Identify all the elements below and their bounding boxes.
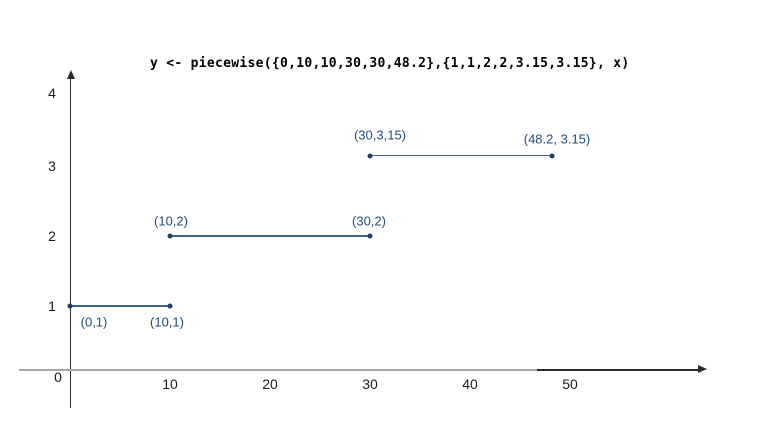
- x-tick-label: 40: [462, 376, 478, 392]
- x-tick-label: 10: [162, 376, 178, 392]
- point-label: (0,1): [80, 314, 108, 330]
- y-tick-label: 1: [48, 298, 56, 314]
- data-point: [549, 153, 555, 158]
- x-tick-label: 30: [362, 376, 378, 392]
- data-point: [367, 233, 373, 239]
- data-point: [67, 303, 73, 309]
- function-segment: [70, 305, 170, 307]
- y-tick-label: 4: [48, 85, 56, 101]
- x-axis: [520, 369, 700, 371]
- x-axis-gray-overlay: [19, 368, 537, 372]
- y-tick-label: 2: [48, 228, 56, 244]
- data-point: [167, 303, 173, 309]
- y-axis: [70, 78, 72, 408]
- data-point: [167, 233, 173, 239]
- point-label: (30,3,15): [353, 127, 407, 142]
- y-tick-label: 3: [48, 158, 56, 174]
- point-label: (10,1): [150, 314, 184, 330]
- chart-title: y <- piecewise({0,10,10,30,30,48.2},{1,1…: [150, 56, 630, 71]
- x-tick-label: 20: [262, 376, 278, 392]
- function-segment: [170, 235, 370, 237]
- y-axis-arrow-icon: [66, 70, 75, 79]
- x-tick-label: 50: [562, 376, 578, 392]
- point-label: (30,2): [352, 213, 386, 229]
- data-point: [367, 153, 373, 158]
- function-segment: [370, 154, 552, 157]
- x-axis-arrow-icon: [698, 365, 707, 374]
- point-label: (48.2, 3.15): [523, 131, 591, 146]
- point-label: (10,2): [154, 213, 188, 229]
- origin-label: 0: [54, 369, 62, 385]
